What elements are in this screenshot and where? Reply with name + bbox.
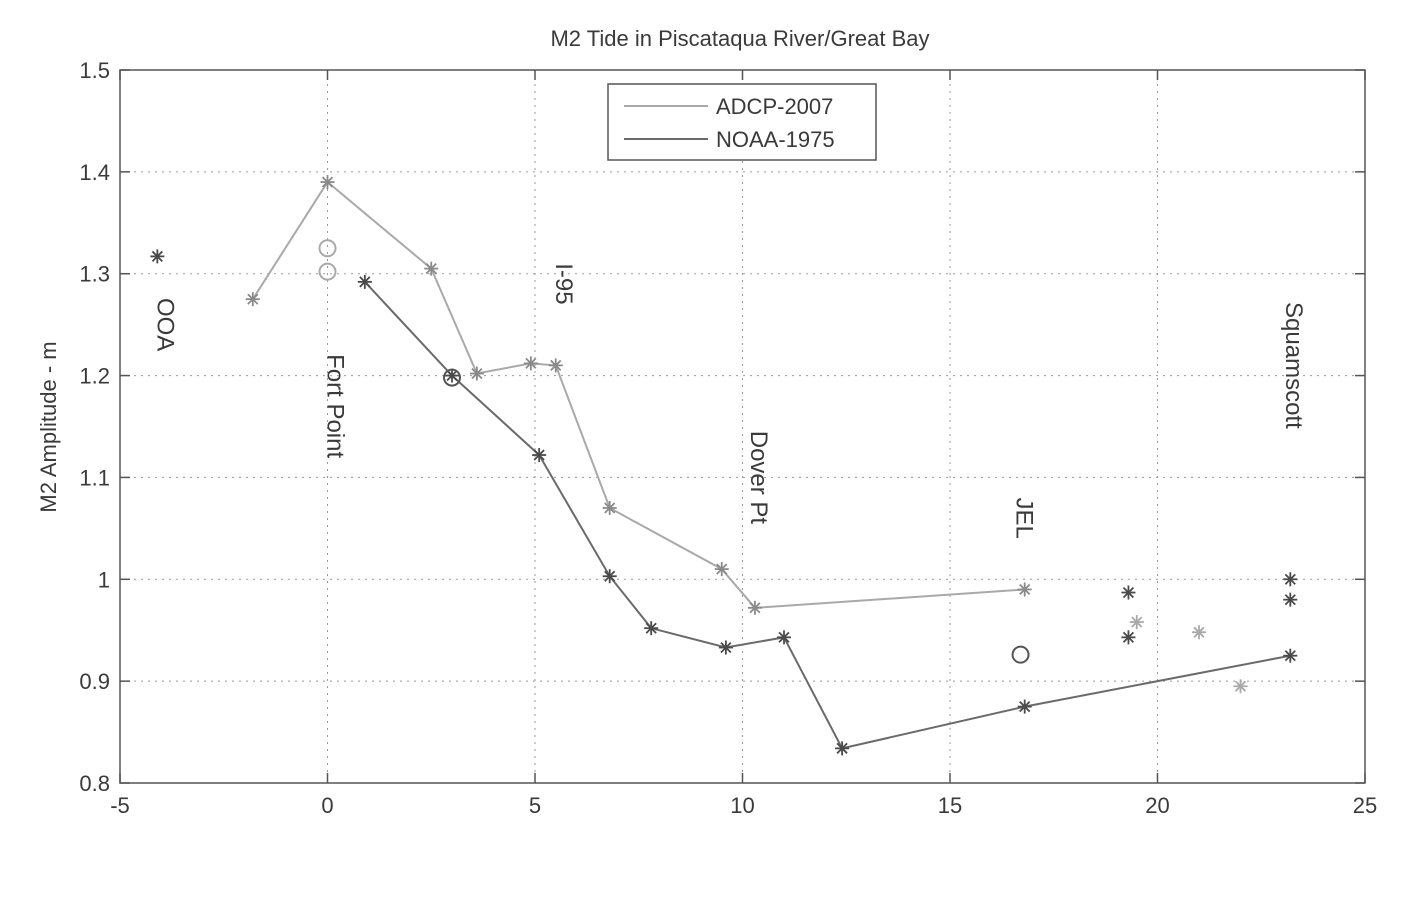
series-layer xyxy=(245,175,1298,756)
marker-stroke xyxy=(1284,573,1296,585)
legend-label: NOAA-1975 xyxy=(716,127,835,152)
y-tick-label: 1.2 xyxy=(79,364,110,389)
y-ticks: 0.8 0.9 1 1.1 1.2 1.3 1.4 1.5 xyxy=(79,58,1365,796)
asterisk-point xyxy=(150,249,165,264)
asterisk-point xyxy=(1121,585,1136,600)
marker-stroke xyxy=(604,502,616,514)
series-line-noaa-1975 xyxy=(364,281,1291,750)
asterisk-point xyxy=(1121,630,1136,645)
marker-stroke xyxy=(1019,583,1031,596)
marker-stroke xyxy=(720,641,732,654)
x-tick-label: 5 xyxy=(529,793,541,818)
marker-stroke xyxy=(359,276,371,288)
annotation-label: Dover Pt xyxy=(745,431,772,525)
x-tick-label: -5 xyxy=(110,793,130,818)
data-point-adcp-2007 xyxy=(714,562,729,577)
circle-point xyxy=(443,368,461,387)
data-point-noaa-1975 xyxy=(777,630,791,645)
data-point-adcp-2007 xyxy=(602,500,617,515)
marker-stroke xyxy=(1131,616,1143,628)
data-point-noaa-1975 xyxy=(532,448,547,463)
data-point-adcp-2007 xyxy=(747,600,762,615)
x-ticks: -5 0 5 10 15 20 25 xyxy=(110,70,1377,818)
marker-stroke xyxy=(716,563,728,575)
circle-point xyxy=(1011,645,1030,664)
legend: ADCP-2007 NOAA-1975 xyxy=(607,83,877,161)
x-tick-label: 20 xyxy=(1145,793,1169,818)
marker-stroke xyxy=(1122,586,1135,599)
annotation-label: I-95 xyxy=(550,263,577,304)
chart-title: M2 Tide in Piscataqua River/Great Bay xyxy=(550,26,929,51)
data-point-adcp-2007 xyxy=(469,366,484,381)
data-point-noaa-1975 xyxy=(602,569,617,584)
marker-stroke xyxy=(836,742,848,754)
data-point-adcp-2007 xyxy=(320,175,335,190)
y-tick-label: 1.3 xyxy=(79,262,110,287)
data-point-adcp-2007 xyxy=(245,292,260,307)
marker-stroke xyxy=(1019,701,1031,713)
data-point-adcp-2007 xyxy=(424,261,439,276)
marker-stroke xyxy=(645,622,657,634)
marker-stroke xyxy=(1122,631,1135,643)
marker-stroke xyxy=(1234,680,1247,692)
data-point-adcp-2007 xyxy=(548,358,563,373)
x-tick-label: 25 xyxy=(1353,793,1377,818)
marker-stroke xyxy=(471,367,483,380)
asterisk-point xyxy=(1192,625,1206,640)
asterisk-point xyxy=(1233,679,1248,694)
marker-stroke xyxy=(247,293,259,305)
series-line-adcp-2007 xyxy=(251,180,1025,609)
y-tick-label: 1.4 xyxy=(79,160,110,185)
data-point-noaa-1975 xyxy=(445,368,459,383)
data-point-noaa-1975 xyxy=(835,741,850,756)
marker-stroke xyxy=(1193,626,1205,638)
marker-stroke xyxy=(525,357,537,369)
marker-stroke xyxy=(151,250,163,262)
data-point-noaa-1975 xyxy=(718,640,733,655)
marker-stroke xyxy=(550,359,562,371)
data-point-noaa-1975 xyxy=(357,274,372,289)
marker-stroke xyxy=(1284,650,1296,662)
marker-stroke xyxy=(1284,594,1296,606)
asterisk-point xyxy=(1283,572,1298,587)
marker-stroke xyxy=(446,369,458,382)
annotations: OOA Fort Point I-95 Dover Pt JEL Squamscott xyxy=(151,263,1307,539)
data-point-noaa-1975 xyxy=(1017,699,1032,714)
marker-stroke xyxy=(533,449,545,461)
data-point-adcp-2007 xyxy=(523,356,538,371)
x-tick-label: 0 xyxy=(321,793,333,818)
grid xyxy=(120,70,1365,783)
asterisk-point xyxy=(1129,615,1144,630)
marker-stroke xyxy=(778,631,790,643)
asterisk-point xyxy=(1283,592,1298,607)
data-point-adcp-2007 xyxy=(1017,582,1032,597)
annotation-label: JEL xyxy=(1010,497,1037,538)
circle-point xyxy=(318,239,337,258)
y-tick-label: 0.9 xyxy=(79,669,110,694)
data-point-noaa-1975 xyxy=(644,621,659,636)
y-tick-label: 1.1 xyxy=(79,465,110,490)
y-tick-label: 1 xyxy=(98,567,110,592)
x-tick-label: 15 xyxy=(938,793,962,818)
annotation-label: OOA xyxy=(151,298,178,351)
extra-points-layer xyxy=(150,239,1298,694)
y-tick-label: 0.8 xyxy=(79,771,110,796)
circle-point xyxy=(318,262,337,281)
y-axis-label: M2 Amplitude - m xyxy=(36,341,61,512)
marker-stroke xyxy=(321,176,334,188)
annotation-label: Fort Point xyxy=(322,354,349,458)
annotation-label: Squamscott xyxy=(1280,302,1307,429)
data-point-noaa-1975 xyxy=(1283,648,1298,663)
marker-stroke xyxy=(604,570,616,582)
marker-stroke xyxy=(425,263,437,275)
y-tick-label: 1.5 xyxy=(79,58,110,83)
legend-label: ADCP-2007 xyxy=(716,94,833,119)
legend-box xyxy=(607,83,877,161)
marker-stroke xyxy=(749,602,761,614)
x-tick-label: 10 xyxy=(730,793,754,818)
